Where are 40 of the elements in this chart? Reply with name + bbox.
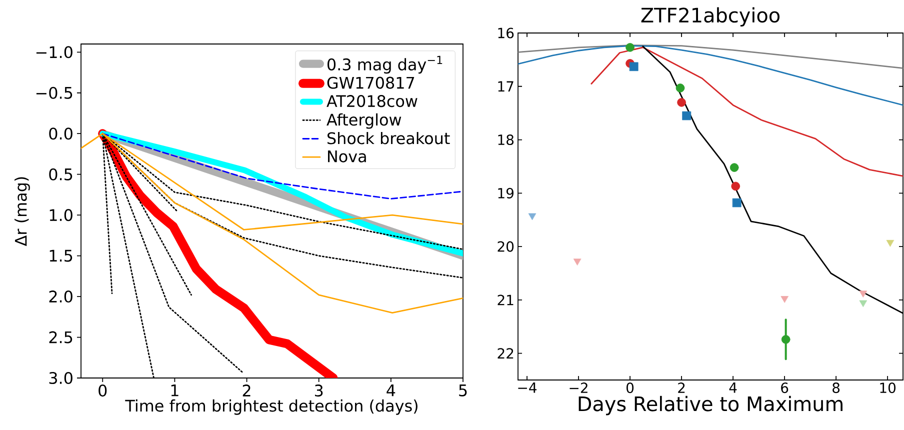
y-tick-label: 22	[498, 348, 514, 358]
x-tick-label: 1	[171, 384, 178, 396]
x-tick-label: 2	[242, 384, 250, 396]
y-tick-label: 1.5	[50, 250, 72, 262]
x-tick-label: 2	[678, 382, 685, 393]
legend-label: Shock breakout	[328, 132, 450, 144]
y-tick-label: 0.0	[49, 128, 72, 140]
x-tick-label: 10	[880, 382, 896, 394]
legend-label: 0.3 mag day$^{−1}$	[328, 56, 442, 74]
y-tick-label: 2.5	[49, 331, 72, 344]
x-tick-label: 0	[626, 382, 634, 394]
y-tick-label: −1.0	[36, 46, 72, 58]
chart-title: ZTF21abcyioo	[641, 7, 780, 26]
x-tick-label: 4	[386, 384, 396, 396]
x-axis-title: Days Relative to Maximum	[578, 396, 842, 416]
y-tick-label: −0.5	[36, 86, 72, 99]
legend-label: GW170817	[327, 76, 414, 89]
x-tick-label: 8	[832, 382, 840, 394]
x-tick-label: 3	[315, 384, 323, 397]
y-tick-label: 3.0	[49, 372, 72, 384]
y-tick-label: 18	[498, 134, 514, 146]
x-tick-label: 6	[781, 382, 788, 394]
y-tick-label: 16	[498, 28, 514, 38]
x-tick-label: −4	[518, 382, 537, 393]
y-tick-label: 2.0	[49, 290, 72, 303]
y-tick-label: 17	[498, 81, 514, 92]
y-tick-label: 21	[498, 294, 514, 306]
legend-label: AT2018cow	[326, 95, 418, 108]
y-axis-title: Δr (mag)	[14, 177, 30, 246]
x-tick-label: 5	[459, 384, 467, 396]
x-tick-label: −2	[570, 382, 588, 393]
y-tick-label: 0.5	[49, 168, 72, 180]
x-axis-title: Time from brightest detection (days)	[125, 399, 418, 415]
y-tick-label: 1.0	[50, 209, 72, 222]
y-tick-label: 19	[498, 188, 514, 198]
x-tick-label: 0	[98, 384, 107, 397]
legend-label: Afterglow	[326, 113, 402, 129]
x-tick-label: 4	[729, 382, 737, 393]
y-tick-label: 20	[498, 241, 514, 252]
legend-label: Nova	[328, 150, 366, 162]
